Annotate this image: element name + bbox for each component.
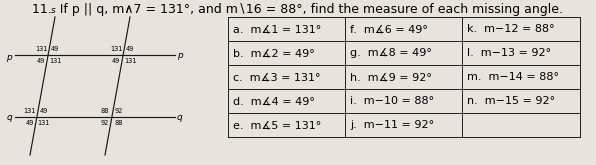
Text: k.  m−12 = 88°: k. m−12 = 88° — [467, 24, 555, 34]
Text: 49: 49 — [37, 58, 45, 64]
Text: q: q — [177, 113, 183, 121]
Text: d.  m∡4 = 49°: d. m∡4 = 49° — [233, 96, 315, 106]
Text: 49: 49 — [51, 46, 60, 52]
Text: j.  m−11 = 92°: j. m−11 = 92° — [350, 120, 434, 130]
Text: 92: 92 — [114, 108, 123, 114]
Text: 131: 131 — [35, 46, 47, 52]
Text: a.  m∡1 = 131°: a. m∡1 = 131° — [233, 24, 321, 34]
Text: 131: 131 — [49, 58, 61, 64]
Text: s: s — [51, 6, 55, 15]
Text: 49: 49 — [112, 58, 120, 64]
Text: m.  m−14 = 88°: m. m−14 = 88° — [467, 72, 559, 82]
Text: e.  m∡5 = 131°: e. m∡5 = 131° — [233, 120, 321, 130]
Text: 131: 131 — [24, 108, 36, 114]
Text: b.  m∡2 = 49°: b. m∡2 = 49° — [233, 48, 315, 58]
Text: 131: 131 — [124, 58, 136, 64]
Text: p: p — [6, 52, 12, 62]
Text: 49: 49 — [126, 46, 134, 52]
Text: q: q — [6, 113, 12, 121]
Text: h.  m∡9 = 92°: h. m∡9 = 92° — [350, 72, 432, 82]
Text: 88: 88 — [114, 120, 123, 126]
Text: f.  m∡6 = 49°: f. m∡6 = 49° — [350, 24, 428, 34]
Text: c.  m∡3 = 131°: c. m∡3 = 131° — [233, 72, 321, 82]
Text: 92: 92 — [101, 120, 109, 126]
Text: 88: 88 — [101, 108, 109, 114]
Text: g.  m∡8 = 49°: g. m∡8 = 49° — [350, 48, 432, 58]
Text: n.  m−15 = 92°: n. m−15 = 92° — [467, 96, 555, 106]
Text: 49: 49 — [26, 120, 34, 126]
Text: p: p — [177, 50, 183, 60]
Text: 49: 49 — [40, 108, 48, 114]
Text: 131: 131 — [110, 46, 122, 52]
Text: r: r — [126, 6, 130, 15]
Text: 131: 131 — [38, 120, 50, 126]
Text: l.  m−13 = 92°: l. m−13 = 92° — [467, 48, 551, 58]
Text: i.  m−10 = 88°: i. m−10 = 88° — [350, 96, 434, 106]
Text: 11.  If p || q, m∧7 = 131°, and m∖16 = 88°, find the measure of each missing ang: 11. If p || q, m∧7 = 131°, and m∖16 = 88… — [33, 3, 563, 16]
